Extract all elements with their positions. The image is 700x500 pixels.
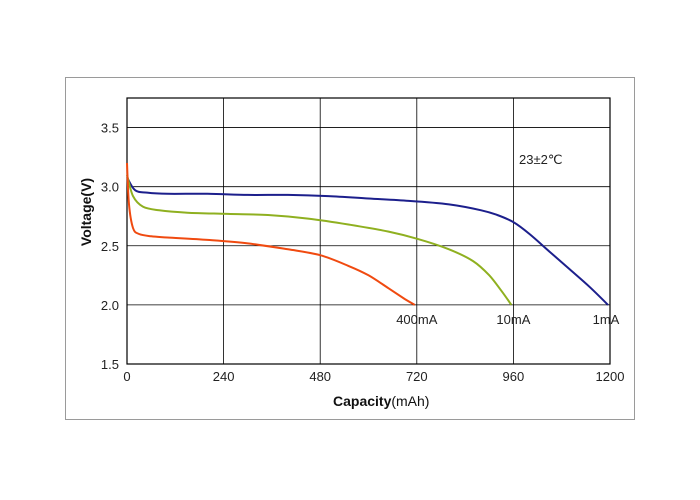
x-tick-label: 240 [213,369,235,384]
series-line-1ma [126,176,609,306]
x-tick-label: 0 [123,369,130,384]
y-tick-label: 1.5 [101,357,119,372]
x-axis-title-unit: (mAh) [391,393,429,409]
y-tick-label: 3.5 [101,121,119,136]
series-labels: 400mA 10mA 1mA [396,312,619,327]
series-label-1ma: 1mA [593,312,620,327]
series-line-400ma [126,162,416,306]
x-tick-label: 960 [503,369,525,384]
y-axis-title: Voltage(V) [78,178,94,246]
temperature-annotation: 23±2℃ [519,152,562,167]
series-label-400ma: 400mA [396,312,438,327]
tick-labels: 0 240 480 720 960 1200 1.5 2.0 2.5 3.0 3.5 [101,121,625,384]
y-tick-label: 2.0 [101,298,119,313]
y-tick-label: 3.0 [101,180,119,195]
series-label-10ma: 10mA [496,312,530,327]
grid [127,98,610,364]
series-line-10ma [126,174,513,306]
x-axis-title-bold: Capacity [333,393,392,409]
x-axis-title: Capacity(mAh) [333,393,429,409]
x-tick-label: 720 [406,369,428,384]
series-layer [126,162,609,306]
plot-border [126,97,611,365]
chart-frame [65,77,635,420]
x-tick-label: 1200 [596,369,625,384]
y-tick-label: 2.5 [101,239,119,254]
x-tick-label: 480 [309,369,331,384]
